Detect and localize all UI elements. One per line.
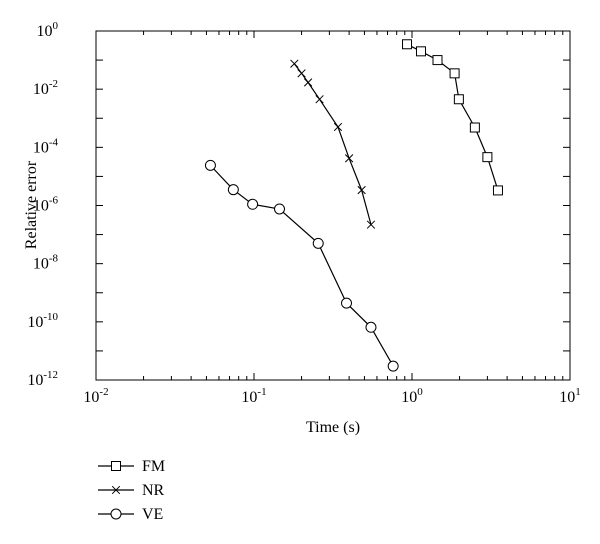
- legend-entry-nr: NR: [98, 482, 165, 499]
- y-tick-label: 10-4: [33, 136, 59, 156]
- x-marker-stroke: [290, 59, 299, 68]
- x-tick-label: 101: [559, 386, 581, 406]
- data-point-fm: [482, 152, 493, 163]
- legend-marker-nr: [111, 485, 121, 495]
- y-tick-label: 10-6: [33, 195, 59, 215]
- legend-marker-fm: [111, 461, 121, 471]
- x-tick-label: 10-1: [241, 386, 266, 406]
- data-point-fm: [469, 122, 480, 133]
- data-point-ve: [273, 203, 285, 215]
- x-marker-stroke: [366, 220, 376, 229]
- series-line-nr: [293, 63, 372, 225]
- data-point-ve: [204, 159, 216, 171]
- data-point-nr: [357, 185, 366, 195]
- data-point-ve: [365, 321, 377, 333]
- x-marker-stroke: [297, 69, 306, 78]
- data-point-nr: [333, 122, 343, 132]
- data-point-fm: [415, 46, 426, 57]
- data-point-fm: [432, 55, 443, 66]
- plot-area-frame: [95, 30, 571, 381]
- data-point-fm: [492, 185, 503, 196]
- series-fm: [402, 39, 503, 196]
- x-tick-label: 10-2: [83, 386, 108, 406]
- series-line-fm: [406, 43, 499, 191]
- y-tick-label: 100: [37, 20, 59, 40]
- series-nr: [290, 59, 376, 229]
- data-point-nr: [315, 95, 324, 104]
- x-marker-stroke: [344, 154, 354, 163]
- y-tick-label: 10-2: [33, 78, 58, 98]
- series-layer: [204, 39, 503, 372]
- axis-ticks: 10-2 10-1 100 101 100 10-2 10-4 10-6 10-8 10-10 10…: [27, 20, 580, 406]
- legend-marker-ve: [110, 508, 122, 520]
- data-point-fm: [402, 39, 413, 50]
- data-point-nr: [366, 220, 376, 229]
- legend-label-ve: VE: [142, 506, 163, 523]
- legend-entry-fm: FM: [98, 458, 165, 475]
- data-point-fm: [453, 94, 464, 105]
- data-point-ve: [247, 198, 259, 210]
- legend-entry-ve: VE: [98, 506, 163, 523]
- y-axis-label: Relative error: [23, 160, 40, 249]
- x-marker-stroke: [315, 95, 324, 104]
- data-point-nr: [297, 69, 306, 78]
- data-point-nr: [303, 78, 313, 87]
- data-point-ve: [387, 360, 399, 372]
- y-tick-label: 10-12: [27, 369, 58, 389]
- x-axis-label: Time (s): [306, 419, 360, 436]
- data-point-nr: [290, 59, 299, 68]
- legend-label-fm: FM: [142, 458, 165, 475]
- data-point-ve: [227, 184, 239, 196]
- y-tick-label: 10-8: [33, 253, 59, 273]
- series-ve: [204, 159, 399, 372]
- legend: FM NR VE: [98, 458, 165, 523]
- legend-label-nr: NR: [142, 482, 165, 499]
- x-tick-label: 100: [401, 386, 423, 406]
- data-point-ve: [341, 297, 353, 309]
- y-tick-label: 10-10: [27, 311, 58, 331]
- data-point-nr: [344, 154, 354, 163]
- x-marker-stroke: [357, 185, 366, 195]
- series-line-ve: [209, 164, 394, 367]
- x-marker-stroke: [111, 485, 121, 495]
- x-marker-stroke: [333, 122, 343, 132]
- x-marker-stroke: [303, 78, 313, 87]
- data-point-ve: [312, 237, 324, 249]
- data-point-fm: [449, 68, 460, 79]
